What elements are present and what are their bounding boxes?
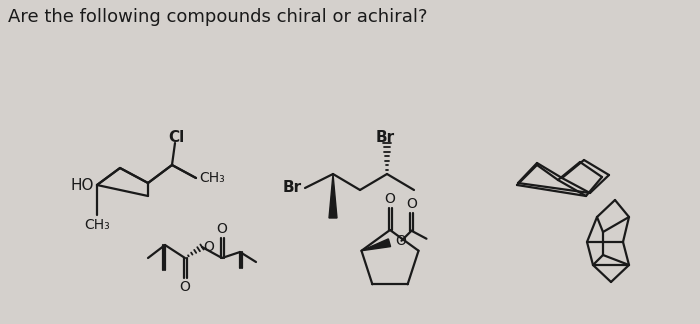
Text: Are the following compounds chiral or achiral?: Are the following compounds chiral or ac…	[8, 8, 428, 26]
Text: Cl: Cl	[168, 130, 184, 145]
Polygon shape	[329, 174, 337, 218]
Text: O: O	[203, 240, 214, 254]
Text: O: O	[180, 280, 190, 294]
Text: O: O	[406, 197, 417, 211]
Text: CH₃: CH₃	[199, 171, 225, 185]
Text: O: O	[216, 222, 228, 236]
Text: Br: Br	[375, 130, 395, 145]
Text: HO: HO	[71, 178, 94, 192]
Text: CH₃: CH₃	[84, 218, 110, 232]
Text: O: O	[395, 234, 406, 248]
Polygon shape	[361, 239, 391, 251]
Text: Br: Br	[283, 180, 302, 195]
Text: O: O	[384, 192, 395, 206]
